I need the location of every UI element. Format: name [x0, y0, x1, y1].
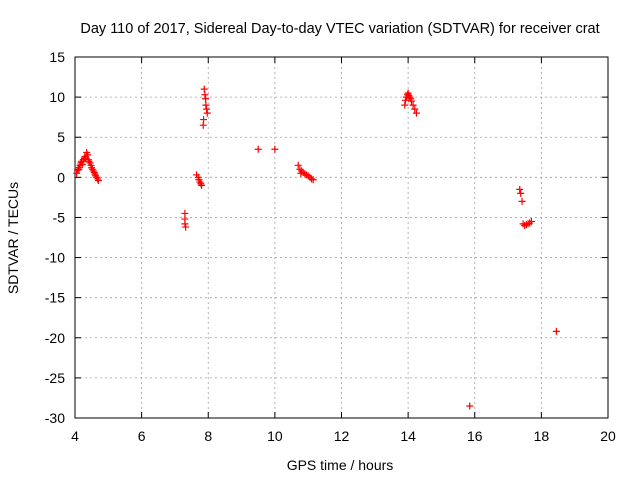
data-point: [90, 169, 98, 177]
y-tick-label: -25: [45, 370, 65, 386]
data-point: [254, 145, 262, 153]
data-point: [88, 164, 96, 172]
x-tick-label: 18: [534, 428, 550, 444]
data-point: [197, 180, 205, 188]
data-point: [93, 173, 101, 181]
data-point: [198, 181, 206, 189]
data-point: [271, 145, 279, 153]
x-tick-label: 12: [334, 428, 350, 444]
data-point: [466, 402, 474, 410]
data-point: [304, 172, 312, 180]
axis-ticks: [74, 56, 609, 419]
data-point: [406, 93, 414, 101]
data-point: [181, 220, 189, 228]
data-point: [521, 221, 529, 229]
grid-lines: [75, 57, 608, 418]
y-tick-label: -30: [45, 410, 65, 426]
data-point: [73, 169, 81, 177]
data-point: [200, 85, 208, 93]
data-point: [517, 189, 525, 197]
y-tick-label: 0: [57, 169, 65, 185]
data-point: [94, 177, 102, 185]
x-tick-label: 14: [400, 428, 416, 444]
data-point: [89, 167, 97, 175]
y-tick-label: -20: [45, 330, 65, 346]
data-point: [203, 105, 211, 113]
data-points: [73, 85, 560, 410]
y-tick-label: -5: [53, 209, 66, 225]
data-point: [298, 167, 306, 175]
x-tick-label: 6: [138, 428, 146, 444]
data-point: [401, 96, 409, 104]
y-tick-label: 10: [49, 89, 65, 105]
data-point: [80, 154, 88, 162]
data-point: [407, 97, 415, 105]
data-point: [516, 185, 524, 193]
data-point: [527, 217, 535, 225]
data-point: [309, 176, 317, 184]
data-point: [202, 101, 210, 109]
data-point: [522, 221, 530, 229]
data-point: [84, 151, 92, 159]
data-point: [84, 156, 92, 164]
data-point: [78, 160, 86, 168]
data-point: [301, 170, 309, 178]
data-point: [200, 116, 208, 124]
chart-title: Day 110 of 2017, Sidereal Day-to-day VTE…: [80, 21, 599, 37]
data-point: [296, 165, 304, 173]
data-point: [203, 109, 211, 117]
data-point: [401, 101, 409, 109]
data-point: [94, 175, 102, 183]
x-tick-labels: 4 6 8 10 12 14 16 18 20: [71, 428, 616, 444]
data-point: [91, 170, 99, 178]
y-tick-label: -15: [45, 290, 65, 306]
data-point: [411, 105, 419, 113]
x-tick-label: 4: [71, 428, 79, 444]
data-point: [552, 327, 560, 335]
data-point: [202, 95, 210, 103]
data-point: [85, 157, 93, 165]
y-tick-label: -10: [45, 250, 65, 266]
x-tick-label: 10: [267, 428, 283, 444]
data-point: [294, 161, 302, 169]
x-tick-label: 8: [204, 428, 212, 444]
data-point: [412, 109, 420, 117]
data-point: [201, 91, 209, 99]
data-point: [75, 165, 83, 173]
data-point: [182, 223, 190, 231]
y-tick-labels: -30 -25 -20 -15 -10 -5 0 5 10 15: [45, 49, 65, 426]
y-tick-label: 15: [49, 49, 65, 65]
data-point: [196, 178, 204, 186]
data-point: [409, 101, 417, 109]
data-point: [308, 175, 316, 183]
x-axis-label: GPS time / hours: [287, 457, 394, 473]
data-point: [518, 197, 526, 205]
y-axis-label: SDTVAR / TECUs: [5, 182, 21, 294]
y-tick-label: 5: [57, 129, 65, 145]
x-tick-label: 16: [467, 428, 483, 444]
x-tick-label: 20: [600, 428, 616, 444]
data-point: [526, 219, 534, 227]
